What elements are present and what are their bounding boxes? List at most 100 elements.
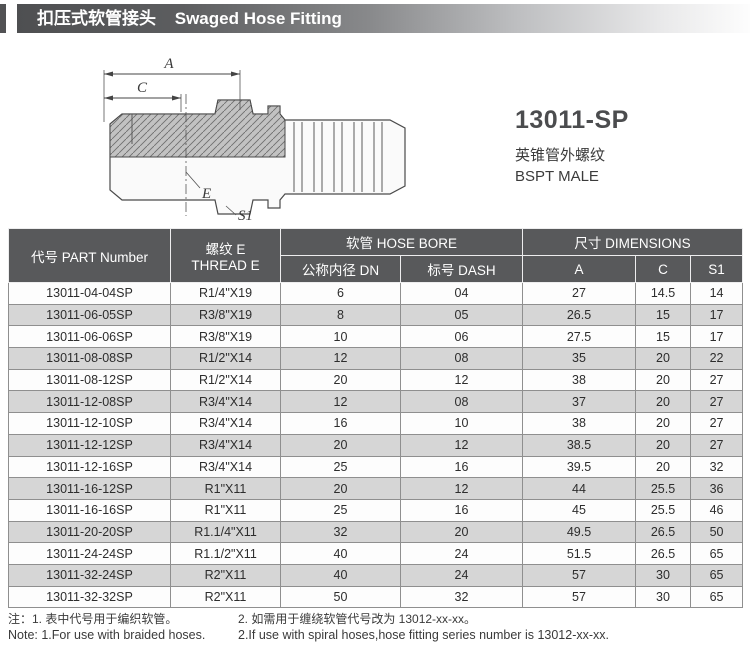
table-cell: 24 [400,542,523,565]
table-cell: 13011-12-16SP [8,455,171,479]
table-cell: 50 [689,520,744,544]
product-type-zh: 英锥管外螺纹 [515,147,606,164]
table-cell: 26.5 [635,542,691,565]
col-header-thread-en: THREAD E [191,258,260,273]
table-cell: 39.5 [522,455,636,479]
table-cell: 12 [400,477,523,500]
group-header-hose-bore: 软管 HOSE BORE [280,228,523,256]
table-cell: R3/4"X14 [170,390,281,414]
dim-label-c: C [137,80,148,96]
table-cell: 13011-16-12SP [8,477,171,500]
table-cell: 27 [689,412,744,435]
table-cell: 16 [400,498,523,522]
table-cell: R3/4"X14 [170,433,281,457]
table-cell: 32 [689,455,744,479]
product-info: 13011-SP 英锥管外螺纹 BSPT MALE [515,106,629,185]
product-model: 13011-SP [515,106,629,134]
table-cell: 13011-04-04SP [8,282,171,305]
dim-label-a: A [163,56,174,72]
col-header-c: C [635,255,691,283]
table-cell: 20 [400,520,523,544]
table-row: 13011-24-24SP R1.1/2"X11 40 24 51.5 26.5 65 [8,542,744,565]
table-row: 13011-20-20SP R1.1/4"X11 32 20 49.5 26.5 50 [8,520,744,544]
table-cell: 13011-08-12SP [8,368,171,392]
table-cell: 13011-08-08SP [8,347,171,370]
note-zh-1: 注：1. 表中代号用于编织软管。 [8,612,178,626]
table-cell: 36 [689,477,744,500]
table-cell: 8 [280,303,401,327]
table-row: 13011-06-05SP R3/8"X19 8 05 26.5 15 17 [8,303,744,327]
table-cell: 15 [635,325,691,349]
table-row: 13011-12-16SP R3/4"X14 25 16 39.5 20 32 [8,455,744,479]
col-header-thread: 螺纹 E THREAD E [170,228,281,283]
table-cell: 12 [400,368,523,392]
table-cell: R1.1/2"X11 [170,542,281,565]
table-cell: 49.5 [522,520,636,544]
table-cell: R1/2"X14 [170,347,281,370]
table-row: 13011-08-08SP R1/2"X14 12 08 35 20 22 [8,347,744,370]
spec-table-header: 代号 PART Number 螺纹 E THREAD E 软管 HOSE BOR… [8,228,744,283]
table-row: 13011-16-12SP R1"X11 20 12 44 25.5 36 [8,477,744,500]
table-cell: R1"X11 [170,477,281,500]
table-cell: 40 [280,542,401,565]
note-en-1: Note: 1.For use with braided hoses. [8,628,206,642]
table-cell: 65 [689,542,744,565]
col-header-a: A [522,255,636,283]
table-cell: 30 [635,585,691,609]
table-row: 13011-12-10SP R3/4"X14 16 10 38 20 27 [8,412,744,435]
page-title-zh: 扣压式软管接头 [37,9,156,28]
table-cell: R3/4"X14 [170,412,281,435]
table-cell: 27.5 [522,325,636,349]
table-cell: 14 [689,282,744,305]
table-cell: 22 [689,347,744,370]
table-cell: 65 [689,563,744,587]
page-title-en: Swaged Hose Fitting [174,9,342,28]
fitting-section-hatch [109,99,286,158]
table-cell: 13011-12-12SP [8,433,171,457]
table-cell: 65 [689,585,744,609]
table-cell: 40 [280,563,401,587]
col-header-s1: S1 [689,255,744,283]
table-cell: 17 [689,325,744,349]
table-cell: 25 [280,455,401,479]
table-cell: 27 [689,433,744,457]
table-cell: 13011-32-32SP [8,585,171,609]
fitting-technical-drawing: A C E S1 [103,56,406,222]
col-header-thread-zh: 螺纹 E [205,242,246,257]
note-zh-2: 2. 如需用于缠绕软管代号改为 13012-xx-xx。 [238,612,477,626]
table-cell: 26.5 [522,303,636,327]
note-en-2: 2.If use with spiral hoses,hose fitting … [238,628,610,642]
table-cell: 20 [635,390,691,414]
table-cell: 16 [280,412,401,435]
table-cell: R3/4"X14 [170,455,281,479]
footer-notes: 注：1. 表中代号用于编织软管。 2. 如需用于缠绕软管代号改为 13012-x… [8,611,748,643]
table-row: 13011-32-32SP R2"X11 50 32 57 30 65 [8,585,744,609]
table-cell: 25.5 [635,498,691,522]
table-cell: 13011-12-08SP [8,390,171,414]
table-cell: 20 [280,433,401,457]
table-cell: 51.5 [522,542,636,565]
dimension-c: C [104,80,182,112]
table-cell: 24 [400,563,523,587]
table-cell: 44 [522,477,636,500]
table-row: 13011-12-08SP R3/4"X14 12 08 37 20 27 [8,390,744,414]
table-cell: 15 [635,303,691,327]
table-cell: 27 [689,390,744,414]
table-cell: 06 [400,325,523,349]
dim-label-s1: S1 [238,208,253,222]
table-row: 13011-16-16SP R1"X11 25 16 45 25.5 46 [8,498,744,522]
table-cell: 20 [635,433,691,457]
table-cell: 6 [280,282,401,305]
table-cell: 20 [635,368,691,392]
table-cell: 20 [280,368,401,392]
table-row: 13011-12-12SP R3/4"X14 20 12 38.5 20 27 [8,433,744,457]
table-cell: 20 [635,455,691,479]
table-cell: 20 [280,477,401,500]
table-cell: 13011-16-16SP [8,498,171,522]
table-cell: 38 [522,412,636,435]
table-cell: 25.5 [635,477,691,500]
table-cell: 30 [635,563,691,587]
table-row: 13011-06-06SP R3/8"X19 10 06 27.5 15 17 [8,325,744,349]
table-row: 13011-04-04SP R1/4"X19 6 04 27 14.5 14 [8,282,744,305]
table-cell: 57 [522,585,636,609]
